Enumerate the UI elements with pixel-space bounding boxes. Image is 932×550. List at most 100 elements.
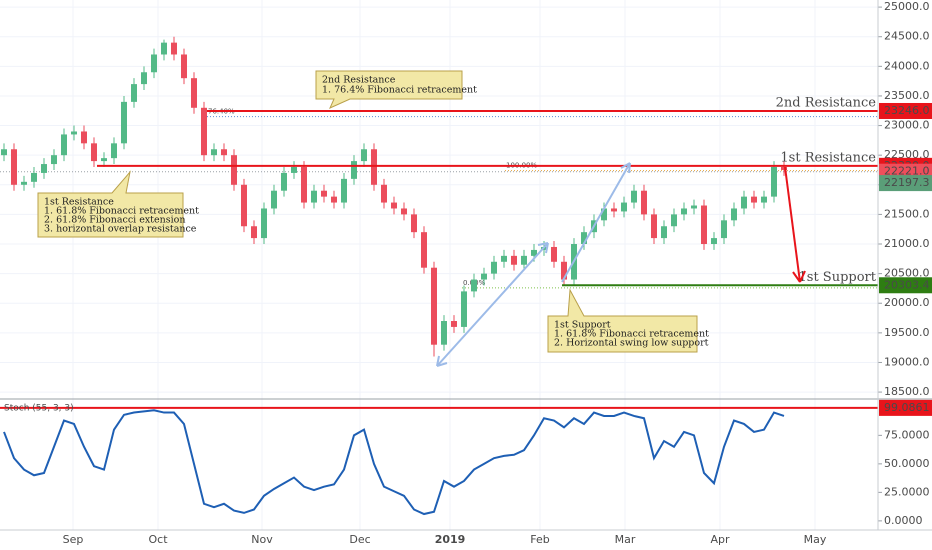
projection-arrow xyxy=(784,166,801,283)
candle-body xyxy=(661,226,667,239)
callout-box xyxy=(547,288,698,353)
candle-body xyxy=(651,214,657,239)
y-tick-label: 18500.0 xyxy=(884,385,930,398)
price-tag-label: 23246.0 xyxy=(884,104,930,117)
candle-body xyxy=(71,131,77,135)
annotation-title: 1st Resistance xyxy=(44,197,114,208)
arrowhead xyxy=(436,242,549,367)
price-tag-label: 20303.4 xyxy=(884,278,930,291)
candle-body xyxy=(531,249,537,256)
candle-body xyxy=(171,42,177,55)
candle-body xyxy=(771,167,777,197)
candle-body xyxy=(261,208,267,239)
candle-body xyxy=(21,181,27,185)
annotation-line: 1. 61.8% Fibonacci retracement xyxy=(44,206,199,217)
candle-body xyxy=(51,155,57,165)
annotation-title: 1st Support xyxy=(554,320,611,331)
level-name: 1st Resistance xyxy=(780,150,876,165)
price-tag-label: 22197.3 xyxy=(884,176,930,189)
candle-body xyxy=(751,196,757,203)
candle-body xyxy=(91,143,97,162)
x-tick-label: Feb xyxy=(530,533,549,546)
price-tag xyxy=(879,102,932,119)
candle-body xyxy=(251,226,257,239)
y-tick-label: 20500.0 xyxy=(884,267,930,280)
x-tick-label: May xyxy=(804,533,827,546)
candle-body xyxy=(321,190,327,197)
candle-body xyxy=(211,149,217,156)
candles xyxy=(1,36,787,357)
candle-body xyxy=(721,220,727,239)
candle-body xyxy=(131,84,137,102)
annotation: 1st Support 1. 61.8% Fibonacci retraceme… xyxy=(547,288,709,353)
candle-body xyxy=(601,208,607,221)
candle-body xyxy=(231,155,237,185)
candle-body xyxy=(271,190,277,209)
candle-body xyxy=(741,196,747,209)
candle-body xyxy=(711,238,717,245)
candle-body xyxy=(431,267,437,345)
annotation-line: 1. 76.4% Fibonacci retracement xyxy=(322,85,477,96)
y-tick-label: 25000.0 xyxy=(884,0,930,13)
candle-body xyxy=(241,184,247,227)
candle-body xyxy=(31,172,37,182)
candle-body xyxy=(781,167,787,170)
y-tick-label: 23000.0 xyxy=(884,119,930,132)
candle-body xyxy=(1,149,7,156)
candle-body xyxy=(141,72,147,85)
level-name: 1st Support xyxy=(799,270,877,285)
y-tick-label: 19500.0 xyxy=(884,326,930,339)
candle-body xyxy=(441,321,447,345)
candle-body xyxy=(641,190,647,215)
callout-box xyxy=(315,70,463,109)
y-tick-label: 21500.0 xyxy=(884,207,930,220)
candle-body xyxy=(151,54,157,73)
y-tick-label: 50.0000 xyxy=(884,457,930,470)
y-tick-label: 25.0000 xyxy=(884,485,930,498)
trend-arrow xyxy=(436,242,549,367)
candle-body xyxy=(611,208,617,212)
callout-box xyxy=(37,170,184,238)
price-tag-label: 22221.0 xyxy=(884,165,930,178)
candle-body xyxy=(731,208,737,221)
candle-body xyxy=(521,255,527,265)
candle-body xyxy=(331,196,337,203)
y-tick-label: 21000.0 xyxy=(884,237,930,250)
candle-body xyxy=(311,190,317,203)
annotation-line: 3. horizontal overlap resistance xyxy=(44,224,197,235)
trend-arrow xyxy=(561,162,631,283)
candle-body xyxy=(301,167,307,203)
candle-body xyxy=(101,158,107,162)
candle-body xyxy=(761,196,767,203)
y-tick-label: 20000.0 xyxy=(884,296,930,309)
candle-body xyxy=(191,78,197,108)
annotation-title: 2nd Resistance xyxy=(322,75,396,86)
candle-body xyxy=(121,101,127,144)
candle-body xyxy=(351,161,357,179)
candle-body xyxy=(221,149,227,156)
indicator-title: Stoch (55, 3, 3) xyxy=(4,404,74,414)
annotation-line: 1. 61.8% Fibonacci retracement xyxy=(554,329,709,340)
candle-body xyxy=(551,246,557,262)
x-tick-label: 2019 xyxy=(435,533,466,546)
stoch-line xyxy=(3,409,785,516)
candle-body xyxy=(461,291,467,327)
candle-body xyxy=(11,149,17,185)
candle-body xyxy=(201,107,207,156)
price-tag xyxy=(879,175,932,192)
x-tick-label: Dec xyxy=(349,533,370,546)
annotation: 1st Resistance 1. 61.8% Fibonacci retrac… xyxy=(37,170,199,238)
candle-body xyxy=(381,184,387,203)
y-tick-label: 24000.0 xyxy=(884,59,930,72)
candle-body xyxy=(691,205,697,209)
level-name: 2nd Resistance xyxy=(776,95,877,110)
arrowhead xyxy=(792,270,806,283)
candle-body xyxy=(581,232,587,245)
candle-body xyxy=(81,131,87,144)
candle-body xyxy=(361,149,367,162)
y-tick-label: 23500.0 xyxy=(884,89,930,102)
candle-body xyxy=(681,208,687,215)
arrowhead xyxy=(620,162,631,174)
x-tick-label: Oct xyxy=(148,533,168,546)
